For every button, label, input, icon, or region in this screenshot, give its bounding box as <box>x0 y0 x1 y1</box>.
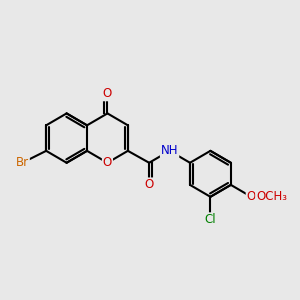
Text: Br: Br <box>16 156 29 169</box>
Text: OCH₃: OCH₃ <box>256 190 287 203</box>
Text: O: O <box>247 190 256 203</box>
Text: O: O <box>145 178 154 191</box>
Text: Cl: Cl <box>205 213 216 226</box>
Text: O: O <box>103 156 112 169</box>
Text: NH: NH <box>161 144 178 158</box>
Text: O: O <box>103 87 112 100</box>
